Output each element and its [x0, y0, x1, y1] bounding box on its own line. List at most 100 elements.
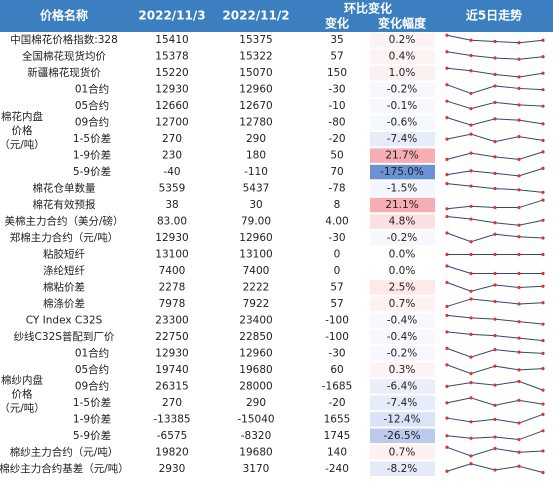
spark-dot [541, 322, 545, 326]
change-pct: -0.2% [387, 84, 417, 96]
header-pct: 变化幅度 [378, 16, 427, 31]
spark-dot [469, 184, 473, 188]
spark-dot [541, 252, 545, 257]
spark-dot [493, 435, 497, 439]
value: 7400 [159, 265, 186, 277]
spark-dot [469, 123, 473, 127]
spark-dot [517, 336, 521, 340]
value: 15375 [239, 34, 272, 46]
spark-dot [517, 57, 521, 61]
pct-bg [370, 197, 435, 213]
row-name: 棉花有效预报 [33, 198, 96, 211]
row-name: CY Index C32S [26, 314, 103, 326]
spark-dot [445, 434, 449, 438]
spark-dot [469, 297, 473, 301]
spark-dot [493, 72, 497, 77]
change-pct: -0.4% [387, 331, 417, 343]
spark-dot [517, 421, 521, 425]
spark-dot [469, 217, 473, 221]
change: -30 [328, 84, 345, 96]
pct-bg [370, 395, 435, 411]
header-date: 2022/11/3 [138, 9, 205, 23]
change: -20 [328, 133, 345, 145]
spark-dot [445, 157, 449, 161]
spark-dot [493, 100, 497, 105]
spark-dot [517, 252, 521, 257]
row-name: 5-9价差 [73, 429, 111, 442]
spark-dot [517, 174, 521, 178]
row-name: 1-5价差 [73, 396, 111, 409]
value: -110 [244, 166, 268, 178]
spark-dot [445, 401, 449, 405]
spark-dot [469, 91, 473, 96]
value: 7400 [243, 265, 270, 277]
value: 19820 [155, 446, 188, 458]
spark-dot [517, 271, 521, 276]
spark-dot [493, 155, 497, 159]
spark-dot [517, 302, 521, 306]
pct-bg [370, 98, 435, 114]
spark-dot [445, 116, 449, 120]
spark-dot [517, 368, 521, 372]
spark-dot [445, 66, 449, 70]
pct-bg [370, 296, 435, 312]
spark-dot [469, 204, 473, 208]
value: 290 [246, 133, 266, 145]
spark-dot [445, 207, 449, 211]
spark-dot [541, 236, 545, 240]
spark-dot [517, 135, 521, 139]
spark-dot [541, 271, 545, 276]
value: 26315 [155, 380, 188, 392]
value: 30 [249, 199, 262, 211]
change-pct: -0.6% [387, 117, 417, 129]
value: 7922 [243, 298, 270, 310]
value: 12960 [239, 84, 272, 96]
spark-dot [445, 304, 449, 309]
change-pct: -6.4% [387, 380, 417, 392]
change: -20 [328, 397, 345, 409]
spark-dot [445, 346, 449, 350]
value: 7978 [159, 298, 186, 310]
change-pct: -26.5% [383, 430, 420, 442]
value: -15040 [237, 413, 274, 425]
row-name: 美棉主力合约（美分/磅） [4, 215, 123, 228]
group-label: 棉花内盘价格（元/吨） [0, 110, 45, 151]
spark-dot [541, 429, 545, 433]
value: 230 [162, 150, 182, 162]
change-pct: 21.7% [385, 150, 418, 162]
spark-dot [541, 138, 545, 142]
spark-dot [493, 39, 497, 44]
spark-dot [469, 53, 473, 58]
change: 4.00 [325, 216, 348, 228]
change: 0 [334, 265, 341, 277]
pct-bg [370, 230, 435, 246]
value: 19740 [155, 364, 188, 376]
change-pct: 1.0% [389, 67, 416, 79]
spark-dot [469, 169, 473, 173]
change: 60 [330, 364, 343, 376]
spark-dot [541, 55, 545, 59]
spark-dot [517, 86, 521, 91]
value: 5437 [243, 183, 270, 195]
spark-dot [469, 38, 473, 42]
header-name: 价格名称 [40, 8, 88, 23]
pct-bg [370, 33, 435, 48]
spark-dot [517, 450, 521, 454]
change-pct: -8.2% [387, 463, 417, 475]
spark-dot [517, 157, 521, 161]
spark-dot [493, 383, 497, 387]
pct-bg [370, 131, 435, 147]
spark-dot [517, 350, 521, 354]
spark-dot [517, 223, 521, 227]
pct-bg [370, 313, 435, 328]
spark-dot [445, 214, 449, 219]
change-pct: 0.0% [389, 265, 416, 277]
spark-dot [445, 181, 449, 186]
row-name: 1-5价差 [73, 132, 111, 145]
spark-dot [445, 172, 449, 177]
spark-dot [469, 396, 473, 400]
spark-dot [493, 417, 497, 421]
spark-dot [493, 205, 497, 210]
value: 19680 [239, 446, 272, 458]
row-name: 1-9价差 [73, 412, 111, 425]
